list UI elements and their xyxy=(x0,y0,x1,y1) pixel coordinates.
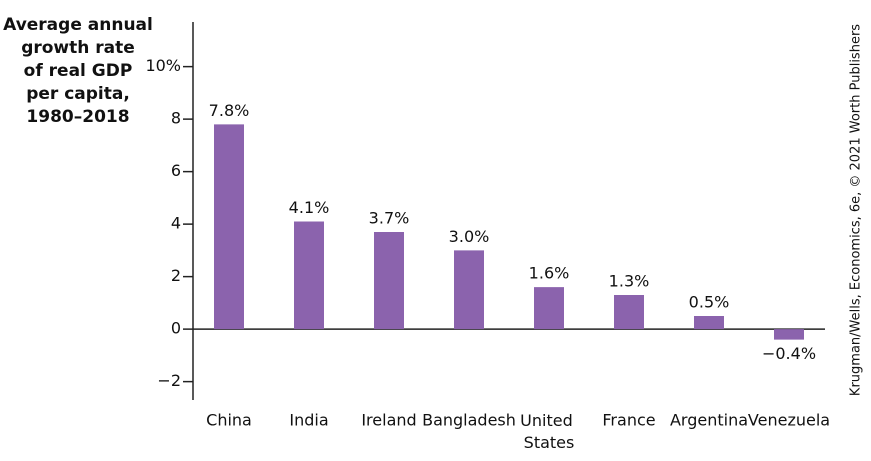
x-tick-label: China xyxy=(206,411,252,430)
bar xyxy=(454,250,484,330)
x-tick-label: Argentina xyxy=(670,411,748,430)
y-tick-label: 4 xyxy=(171,214,181,233)
bar xyxy=(774,329,804,340)
y-tick-label: −2 xyxy=(157,371,181,390)
y-tick-label: 10% xyxy=(145,56,181,75)
source: Krugman/Wells, Economics, 6e, © 2021 Wor… xyxy=(849,24,864,396)
bar xyxy=(374,232,404,330)
y-tick-label: 0 xyxy=(171,319,181,338)
chart-title: growth rate xyxy=(21,38,135,58)
x-tick-label: India xyxy=(289,411,328,430)
value-label: 7.8% xyxy=(209,101,250,120)
x-tick-label: Venezuela xyxy=(748,411,830,430)
value-label: −0.4% xyxy=(762,344,816,363)
value-label: 4.1% xyxy=(289,198,330,217)
value-label: 3.0% xyxy=(449,227,490,246)
bar xyxy=(694,316,724,330)
bar xyxy=(294,221,324,330)
x-tick-label: United States xyxy=(520,411,578,452)
value-label: 3.7% xyxy=(369,209,410,228)
x-tick-label: Ireland xyxy=(361,411,416,430)
y-tick-label: 8 xyxy=(171,109,181,128)
y-tick-label: 6 xyxy=(171,161,181,180)
x-tick-label: France xyxy=(602,411,655,430)
value-label: 1.3% xyxy=(609,272,650,291)
chart-title: 1980–2018 xyxy=(26,107,129,127)
bar xyxy=(534,287,564,330)
chart-title: per capita, xyxy=(26,84,130,104)
chart-title: of real GDP xyxy=(24,61,133,81)
y-tick-label: 2 xyxy=(171,266,181,285)
chart-title: Average annual xyxy=(3,15,153,35)
bar xyxy=(214,124,244,330)
bar xyxy=(614,295,644,330)
value-label: 1.6% xyxy=(529,264,570,283)
x-tick-label: Bangladesh xyxy=(422,411,516,430)
value-label: 0.5% xyxy=(689,293,730,312)
